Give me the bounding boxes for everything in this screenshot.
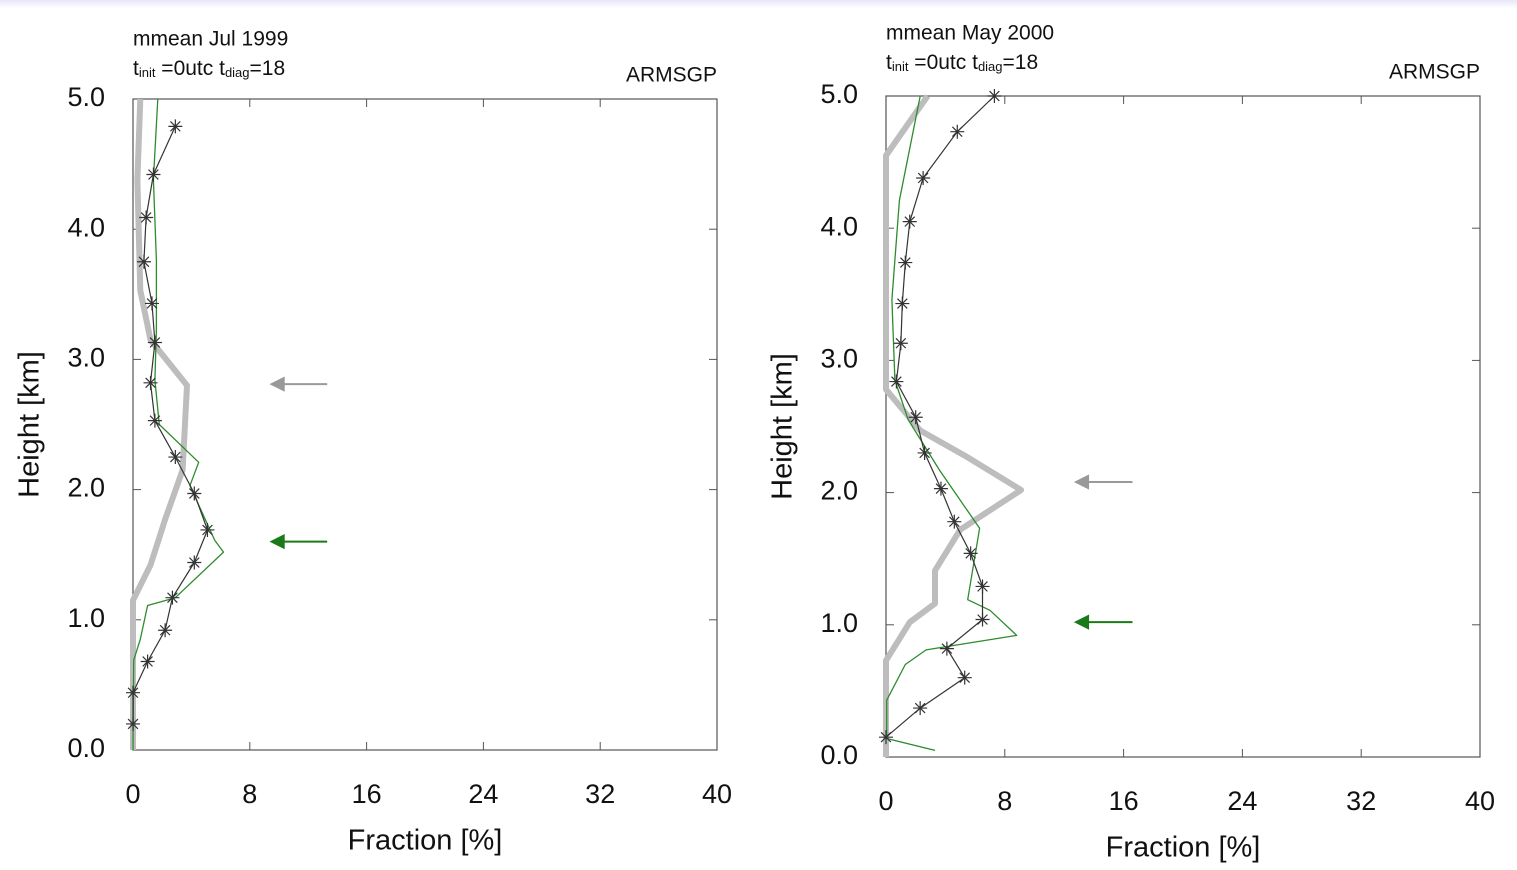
panel: mmean Jul 1999 tinit =0utc tdiag=18 ARMSGP… — [14, 28, 732, 857]
star-marker — [898, 255, 913, 270]
subtitle: tinit =0utc tdiag=18 — [886, 51, 1038, 75]
star-marker — [136, 254, 151, 269]
chart-title: mmean Jul 1999 — [133, 28, 288, 51]
subtitle-part: diag — [225, 65, 250, 80]
y-tick-label: 3.0 — [67, 343, 105, 373]
star-marker — [139, 210, 154, 225]
star-marker — [879, 730, 893, 745]
subtitle-part: t — [886, 51, 892, 74]
x-tick-label: 40 — [1465, 786, 1495, 816]
star-marker — [144, 296, 159, 311]
star-marker — [143, 375, 158, 390]
arrow — [269, 376, 328, 392]
subtitle-part: init — [139, 65, 156, 80]
subtitle-part: init — [892, 59, 909, 74]
x-tick-label: 32 — [1346, 786, 1376, 816]
x-tick-label: 8 — [242, 779, 257, 809]
subtitle-part: =0utc t — [155, 57, 225, 80]
y-tick-label: 1.0 — [67, 603, 105, 633]
star-marker — [200, 522, 215, 537]
star-marker — [168, 450, 183, 465]
site-label: ARMSGP — [626, 64, 717, 87]
series-line — [132, 98, 225, 751]
star-marker — [975, 612, 990, 627]
star-marker — [963, 546, 978, 561]
star-marker — [187, 486, 202, 501]
star-marker — [146, 167, 161, 182]
x-tick-label: 24 — [468, 779, 498, 809]
y-tick-label: 0.0 — [820, 740, 858, 770]
star-marker — [126, 716, 140, 731]
subtitle-part: t — [133, 57, 139, 80]
arrow — [1073, 474, 1133, 490]
star-marker — [889, 374, 904, 389]
star-marker — [957, 670, 972, 685]
x-tick-label: 16 — [352, 779, 382, 809]
arrow — [1073, 614, 1133, 630]
star-marker — [147, 335, 162, 350]
plot-frame — [885, 95, 1481, 758]
x-tick-label: 16 — [1109, 786, 1139, 816]
star-marker — [168, 119, 183, 134]
y-tick-label: 5.0 — [820, 79, 858, 109]
star-marker — [893, 336, 908, 351]
y-tick-label: 2.0 — [820, 476, 858, 506]
star-marker — [913, 701, 928, 716]
y-tick-label: 3.0 — [820, 344, 858, 374]
subtitle: tinit =0utc tdiag=18 — [133, 57, 285, 81]
y-tick-label: 0.0 — [67, 733, 105, 763]
y-axis-title: Height [km] — [767, 353, 799, 500]
star-marker — [947, 514, 962, 529]
chart-title: mmean May 2000 — [886, 22, 1054, 45]
star-marker — [939, 641, 954, 656]
arrow — [269, 534, 328, 550]
star-marker — [916, 170, 931, 185]
x-axis-title: Fraction [%] — [1106, 832, 1261, 864]
star-marker — [140, 654, 155, 669]
star-marker — [126, 685, 140, 700]
series-line — [886, 95, 1018, 752]
subtitle-part: =0utc t — [908, 51, 978, 74]
plot-frame — [132, 98, 718, 751]
site-label: ARMSGP — [1389, 61, 1480, 84]
x-axis-title: Fraction [%] — [348, 825, 503, 857]
subtitle-part: =18 — [250, 57, 286, 80]
star-marker — [187, 555, 202, 570]
y-tick-label: 4.0 — [820, 211, 858, 241]
y-tick-label: 1.0 — [820, 608, 858, 638]
panel: mmean May 2000 tinit =0utc tdiag=18 ARMSGP… — [767, 22, 1495, 864]
x-tick-label: 0 — [125, 779, 140, 809]
star-marker — [950, 124, 965, 139]
y-tick-label: 2.0 — [67, 473, 105, 503]
y-tick-label: 5.0 — [67, 82, 105, 112]
y-tick-label: 4.0 — [67, 212, 105, 242]
subtitle-part: diag — [978, 59, 1003, 74]
star-marker — [917, 445, 932, 460]
x-tick-label: 32 — [585, 779, 615, 809]
star-marker — [975, 579, 990, 594]
subtitle-part: =18 — [1003, 51, 1039, 74]
star-marker — [165, 590, 180, 605]
star-marker — [902, 214, 917, 229]
star-marker — [895, 296, 910, 311]
star-marker — [158, 623, 173, 638]
series-line — [883, 94, 1025, 757]
x-tick-label: 8 — [997, 786, 1012, 816]
star-marker — [933, 481, 948, 496]
x-tick-label: 40 — [702, 779, 732, 809]
star-marker — [987, 89, 1002, 103]
y-axis-title: Height [km] — [14, 351, 46, 498]
x-tick-label: 24 — [1227, 786, 1257, 816]
star-marker — [147, 413, 162, 428]
star-marker — [908, 410, 923, 425]
x-tick-label: 0 — [878, 786, 893, 816]
series-line — [130, 98, 190, 750]
